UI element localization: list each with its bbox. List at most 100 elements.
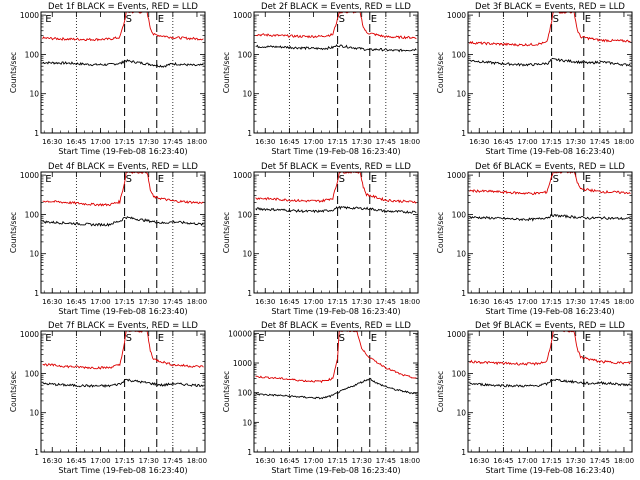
- y-tick-label: 1: [247, 448, 252, 457]
- y-tick-label: 10: [29, 250, 39, 259]
- x-tick-label: 16:45: [493, 298, 513, 306]
- x-axis-label: Start Time (19-Feb-08 16:23:40): [485, 147, 614, 156]
- y-tick-label: 1: [247, 129, 252, 138]
- x-tick-label: 18:00: [187, 457, 207, 465]
- panel-title: Det 5f BLACK = Events, RED = LLD: [261, 162, 411, 172]
- y-tick-label: 1: [34, 448, 39, 457]
- y-tick-label: 10: [456, 90, 466, 99]
- detector-panel: Det 5f BLACK = Events, RED = LLD 1 10 100 10…: [222, 162, 420, 316]
- y-tick-label: 1: [34, 289, 39, 298]
- x-tick-label: 17:00: [517, 138, 537, 146]
- plot-frame: [40, 11, 206, 134]
- marker-label: E: [158, 14, 164, 25]
- panel-title: Det 1f BLACK = Events, RED = LLD: [48, 2, 198, 12]
- detector-panel: Det 9f BLACK = Events, RED = LLD 1 10 100 10…: [436, 321, 634, 475]
- y-tick-label: 100: [25, 50, 40, 59]
- y-tick-label: 1: [461, 289, 466, 298]
- x-tick-label: 16:45: [66, 457, 86, 465]
- y-tick-label: 10000: [228, 329, 252, 338]
- x-tick-label: 17:00: [303, 457, 323, 465]
- y-tick-label: 1: [247, 289, 252, 298]
- x-tick-label: 17:30: [566, 457, 586, 465]
- x-tick-label: 17:45: [376, 457, 396, 465]
- marker-label: S: [339, 333, 345, 344]
- x-tick-label: 17:15: [542, 457, 562, 465]
- x-tick-label: 18:00: [187, 298, 207, 306]
- events-series-line: [42, 58, 204, 68]
- y-axis-label: Counts/sec: [436, 52, 445, 93]
- events-series-line: [469, 213, 631, 222]
- plot-frame: [253, 171, 419, 294]
- panel-title: Det 6f BLACK = Events, RED = LLD: [475, 162, 625, 172]
- y-axis-label: Counts/sec: [9, 212, 18, 253]
- y-tick-label: 100: [238, 389, 253, 398]
- panel-title: Det 8f BLACK = Events, RED = LLD: [261, 321, 411, 331]
- x-tick-label: 17:45: [376, 138, 396, 146]
- x-tick-label: 17:30: [566, 298, 586, 306]
- detector-panel: Det 1f BLACK = Events, RED = LLD 1 10 100 10…: [9, 2, 207, 156]
- x-tick-label: 16:30: [42, 298, 62, 306]
- x-tick-label: 17:15: [328, 457, 348, 465]
- marker-label: S: [339, 14, 345, 25]
- y-axis-label: Counts/sec: [9, 52, 18, 93]
- marker-label: S: [126, 14, 132, 25]
- y-tick-label: 1000: [447, 171, 466, 180]
- panel-title: Det 4f BLACK = Events, RED = LLD: [48, 162, 198, 172]
- x-axis-label: Start Time (19-Feb-08 16:23:40): [271, 466, 400, 475]
- x-tick-label: 17:00: [517, 298, 537, 306]
- events-series-line: [255, 377, 417, 400]
- x-tick-label: 18:00: [400, 298, 420, 306]
- x-tick-label: 16:30: [255, 457, 275, 465]
- marker-label: E: [371, 14, 377, 25]
- x-tick-label: 18:00: [400, 138, 420, 146]
- x-tick-label: 17:15: [115, 457, 135, 465]
- x-tick-label: 17:30: [139, 298, 159, 306]
- x-tick-label: 17:15: [115, 298, 135, 306]
- x-tick-label: 16:30: [42, 457, 62, 465]
- y-tick-label: 10: [242, 418, 252, 427]
- marker-label: S: [553, 14, 559, 25]
- x-tick-label: 16:45: [66, 138, 86, 146]
- x-tick-label: 17:15: [542, 298, 562, 306]
- x-tick-label: 16:45: [493, 138, 513, 146]
- x-tick-label: 17:45: [163, 298, 183, 306]
- plot-frame: [467, 171, 633, 294]
- marker-label: E: [585, 174, 591, 185]
- y-tick-label: 100: [25, 210, 40, 219]
- x-tick-label: 17:30: [139, 138, 159, 146]
- detector-panel: Det 6f BLACK = Events, RED = LLD 1 10 100 10…: [436, 162, 634, 316]
- panel-title: Det 7f BLACK = Events, RED = LLD: [48, 321, 198, 331]
- x-axis-label: Start Time (19-Feb-08 16:23:40): [271, 147, 400, 156]
- x-tick-label: 17:30: [566, 138, 586, 146]
- lld-series-line: [42, 171, 204, 207]
- x-tick-label: 16:45: [279, 138, 299, 146]
- x-tick-label: 16:45: [66, 298, 86, 306]
- x-tick-label: 17:45: [590, 138, 610, 146]
- x-tick-label: 17:45: [163, 138, 183, 146]
- y-axis-label: Counts/sec: [436, 371, 445, 412]
- events-series-line: [469, 378, 631, 388]
- x-tick-label: 17:30: [352, 457, 372, 465]
- marker-label: S: [126, 174, 132, 185]
- lld-series-line: [255, 10, 417, 40]
- marker-label: S: [553, 333, 559, 344]
- lld-series-line: [469, 330, 631, 366]
- x-tick-label: 17:45: [590, 457, 610, 465]
- x-tick-label: 17:30: [352, 298, 372, 306]
- y-axis-label: Counts/sec: [222, 212, 231, 253]
- events-series-line: [469, 57, 631, 67]
- y-tick-label: 100: [452, 50, 467, 59]
- marker-label: E: [371, 333, 377, 344]
- x-tick-label: 16:45: [279, 298, 299, 306]
- y-tick-label: 100: [25, 369, 40, 378]
- x-tick-label: 18:00: [614, 457, 634, 465]
- events-series-line: [255, 44, 417, 53]
- x-tick-label: 16:30: [469, 298, 489, 306]
- y-axis-label: Counts/sec: [222, 52, 231, 93]
- marker-label: S: [339, 174, 345, 185]
- plot-frame: [253, 11, 419, 134]
- lld-series-line: [42, 330, 204, 370]
- x-tick-label: 18:00: [400, 457, 420, 465]
- y-tick-label: 10: [242, 90, 252, 99]
- detector-panel: Det 4f BLACK = Events, RED = LLD 1 10 100 10…: [9, 162, 207, 316]
